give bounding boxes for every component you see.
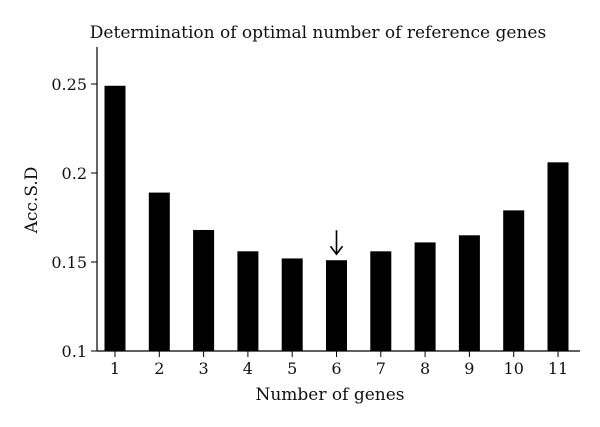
- bar-2: [148, 192, 170, 351]
- x-tick-label: 2: [154, 359, 164, 378]
- bar-7: [370, 251, 392, 351]
- y-tick-label: 0.1: [62, 342, 87, 361]
- bar-3: [193, 229, 215, 351]
- x-tick-label: 6: [331, 359, 341, 378]
- bar-8: [414, 242, 436, 351]
- bar-4: [237, 251, 259, 351]
- x-tick-label: 7: [376, 359, 386, 378]
- down-arrow-icon: [329, 230, 344, 256]
- y-axis-label: Acc.S.D: [22, 167, 42, 235]
- x-axis-label: Number of genes: [255, 385, 404, 405]
- bar-1: [104, 85, 126, 351]
- x-tick-label: 11: [548, 359, 568, 378]
- x-tick-label: 3: [199, 359, 209, 378]
- x-tick-label: 9: [464, 359, 474, 378]
- chart-title: Determination of optimal number of refer…: [90, 23, 546, 43]
- bar-6: [326, 260, 347, 351]
- x-tick-label: 4: [243, 359, 253, 378]
- bar-11: [547, 162, 569, 351]
- bar-10: [503, 210, 525, 351]
- y-tick-label: 0.25: [51, 75, 87, 94]
- x-tick-label: 10: [504, 359, 524, 378]
- y-tick-label: 0.15: [51, 253, 87, 272]
- x-tick-label: 1: [110, 359, 120, 378]
- plot-area: 0.1 0.15 0.2 0.25 1 2 3 4 5 6 7 8 9 10 11: [51, 47, 580, 378]
- bar-9: [458, 235, 480, 351]
- x-tick-label: 5: [287, 359, 297, 378]
- x-tick-label: 8: [420, 359, 430, 378]
- bar-5: [281, 258, 303, 351]
- y-tick-label: 0.2: [62, 164, 87, 183]
